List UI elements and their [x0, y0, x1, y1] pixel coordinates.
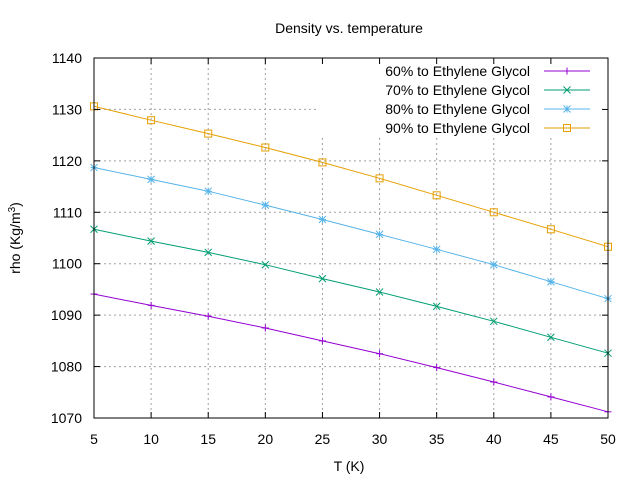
y-tick-label: 1090 [51, 307, 82, 323]
y-tick-label: 1140 [52, 50, 82, 66]
data-point-marker [563, 105, 571, 113]
data-point-marker [546, 225, 555, 234]
data-point-marker [261, 324, 269, 332]
data-point-marker [489, 208, 498, 217]
data-point-marker [261, 201, 270, 209]
x-tick-label: 35 [429, 431, 445, 447]
data-point-marker [261, 143, 270, 152]
data-point-marker [204, 129, 213, 138]
legend-label: 70% to Ethylene Glycol [385, 82, 530, 98]
series-1 [90, 290, 612, 416]
data-point-marker [563, 86, 571, 94]
y-tick-label: 1080 [51, 359, 82, 375]
legend-item: 90% to Ethylene Glycol [385, 120, 590, 136]
x-tick-label: 45 [543, 431, 559, 447]
legend-item: 60% to Ethylene Glycol [385, 63, 590, 79]
legend-label: 60% to Ethylene Glycol [385, 63, 530, 79]
plot-frame [93, 57, 609, 419]
legend-label: 90% to Ethylene Glycol [385, 120, 530, 136]
chart-title: Density vs. temperature [275, 20, 423, 36]
series-group [90, 102, 612, 416]
data-point-marker [490, 378, 498, 386]
y-axis-label-suffix: ) [7, 202, 23, 207]
data-point-marker [432, 302, 441, 311]
data-point-marker [147, 116, 156, 125]
x-axis-label: T (K) [334, 458, 365, 474]
series-4 [90, 102, 612, 251]
series-line [93, 293, 609, 413]
y-tick-label: 1110 [53, 204, 82, 220]
data-point-marker [489, 260, 498, 269]
data-point-marker [147, 301, 155, 309]
x-tick-label: 50 [600, 431, 616, 447]
x-tick-label: 20 [258, 431, 274, 447]
series-3 [90, 163, 612, 303]
y-axis-label-superscript: 3 [7, 206, 18, 212]
data-point-marker [432, 245, 441, 254]
series-line [93, 105, 609, 248]
legend-item: 70% to Ethylene Glycol [385, 82, 590, 98]
y-tick-label: 1100 [52, 256, 82, 272]
data-point-marker [547, 393, 555, 401]
legend-item: 80% to Ethylene Glycol [385, 101, 590, 117]
data-point-marker [318, 158, 327, 167]
data-point-marker [204, 187, 213, 196]
data-point-marker [432, 191, 441, 200]
x-tick-label: 40 [486, 431, 502, 447]
y-axis-label-main: rho (Kg/m [7, 212, 23, 273]
data-point-marker [489, 317, 498, 326]
x-tick-label: 30 [372, 431, 388, 447]
x-tick-label: 5 [90, 431, 98, 447]
x-tick-label: 10 [143, 431, 159, 447]
x-tick-label: 25 [315, 431, 331, 447]
series-line [93, 228, 609, 354]
data-point-marker [147, 175, 155, 184]
data-point-marker [375, 174, 384, 183]
data-point-marker [375, 288, 384, 296]
legend: 60% to Ethylene Glycol 70% to Ethylene Gl… [385, 63, 590, 136]
ticks: 5 10 15 20 25 30 35 40 45 50 1070 1080 1090 1100 1110 1… [51, 50, 616, 447]
data-point-marker [204, 248, 213, 257]
series-2 [90, 225, 612, 358]
data-point-marker [376, 350, 384, 358]
data-point-marker [318, 337, 326, 345]
y-tick-label: 1120 [52, 153, 82, 169]
data-point-marker [204, 312, 212, 320]
data-point-marker [318, 215, 327, 224]
data-point-marker [547, 333, 555, 342]
data-point-marker [147, 237, 155, 245]
data-point-marker [318, 274, 327, 283]
x-tick-label: 15 [200, 431, 216, 447]
y-tick-label: 1130 [52, 101, 82, 117]
data-point-marker [375, 230, 384, 239]
legend-label: 80% to Ethylene Glycol [385, 101, 530, 117]
series-line [93, 167, 609, 300]
y-axis-label: rho (Kg/m3) [7, 202, 23, 274]
y-tick-label: 1070 [51, 410, 82, 426]
data-point-marker [563, 124, 571, 132]
grid [94, 58, 608, 418]
data-point-marker [547, 277, 555, 286]
data-point-marker [433, 364, 441, 372]
data-point-marker [563, 67, 571, 75]
data-point-marker [261, 260, 270, 269]
